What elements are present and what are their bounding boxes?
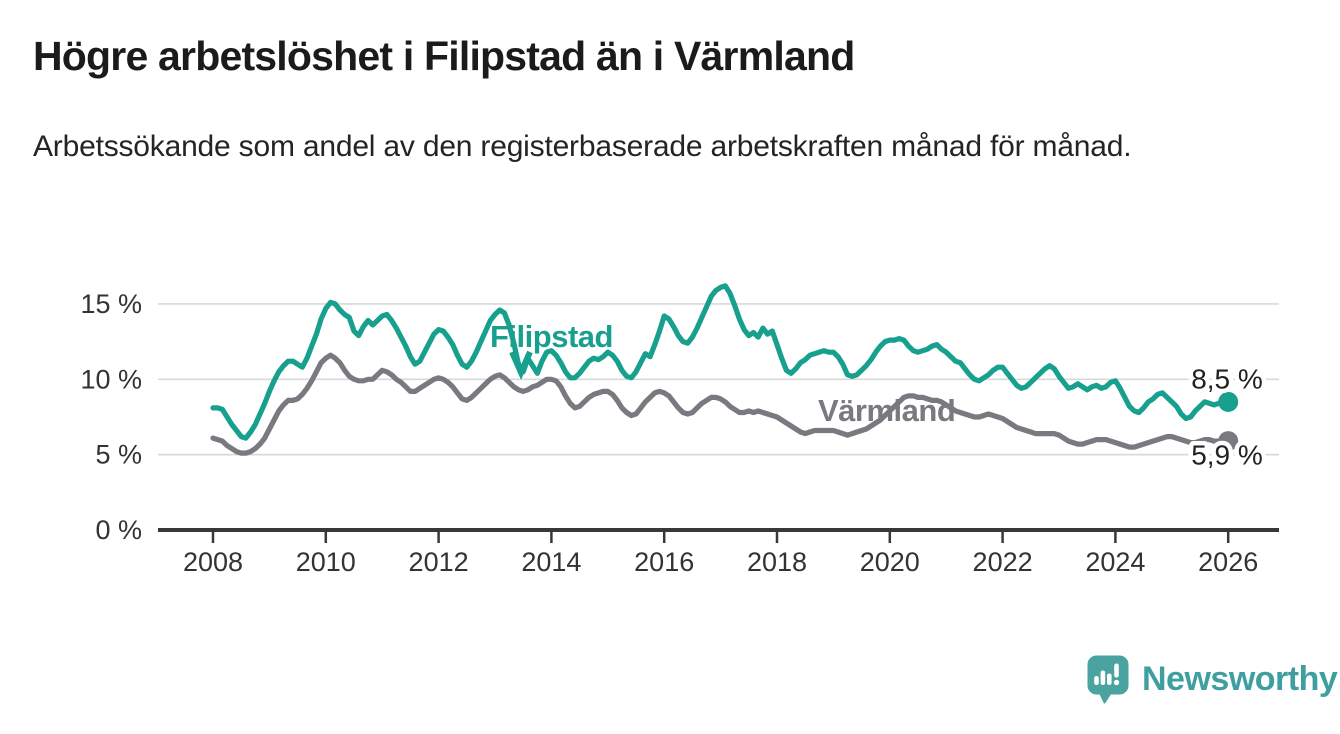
filipstad-series-label: Filipstad xyxy=(490,319,613,354)
filipstad-arrow-icon xyxy=(509,350,533,380)
x-tick-label-2008: 2008 xyxy=(183,547,243,577)
x-tick-label-2024: 2024 xyxy=(1085,547,1145,577)
x-tick-label-2014: 2014 xyxy=(521,547,581,577)
x-tick-label-2020: 2020 xyxy=(860,547,920,577)
x-tick-label-2022: 2022 xyxy=(973,547,1033,577)
filipstad-end-dot xyxy=(1218,391,1239,412)
y-tick-label-15pct: 15 % xyxy=(80,289,142,319)
newsworthy-logo: Newsworthy xyxy=(1087,655,1338,704)
y-tick-label-0pct: 0 % xyxy=(95,515,142,545)
varmland-end-value-label: 5,9 % xyxy=(1191,440,1263,471)
x-tick-label-2026: 2026 xyxy=(1198,547,1258,577)
filipstad-line xyxy=(210,283,1231,441)
newsworthy-logo-text: Newsworthy xyxy=(1142,660,1338,698)
varmland-end-dot xyxy=(1218,431,1239,452)
page-subtitle: Arbetssökande som andel av den registerb… xyxy=(33,130,1132,163)
x-tick-label-2016: 2016 xyxy=(634,547,694,577)
y-tick-label-10pct: 10 % xyxy=(80,364,142,394)
varmland-line xyxy=(210,352,1231,456)
varmland-series-label: Värmland xyxy=(818,393,955,428)
y-tick-label-5pct: 5 % xyxy=(95,440,142,470)
filipstad-end-value-label: 8,5 % xyxy=(1191,363,1263,394)
page-title: Högre arbetslöshet i Filipstad än i Värm… xyxy=(33,33,855,79)
newsworthy-logo-icon xyxy=(1087,655,1129,704)
x-tick-label-2010: 2010 xyxy=(296,547,356,577)
x-tick-label-2012: 2012 xyxy=(409,547,469,577)
x-tick-label-2018: 2018 xyxy=(747,547,807,577)
